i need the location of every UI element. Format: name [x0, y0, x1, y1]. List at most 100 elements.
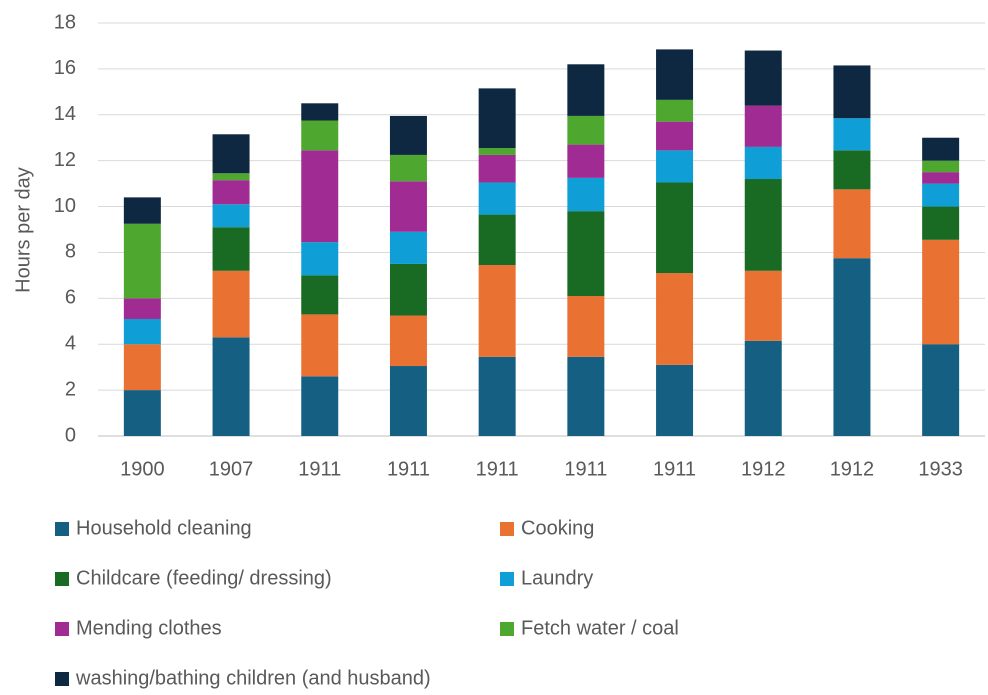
- bar-segment: [922, 344, 960, 436]
- bar-segment: [389, 115, 427, 155]
- bar-segment: [567, 144, 605, 178]
- y-tick-label: 6: [65, 287, 76, 309]
- bar-segment: [744, 146, 782, 180]
- bar-segment: [744, 179, 782, 271]
- y-tick-label: 4: [65, 333, 76, 355]
- bar-segment: [478, 148, 516, 155]
- bar-segment: [567, 115, 605, 145]
- bar-segment: [123, 390, 161, 436]
- x-tick-label: 1911: [387, 458, 430, 480]
- bar-segment: [389, 315, 427, 367]
- y-tick-label: 12: [54, 149, 76, 171]
- x-tick-label: 1912: [741, 458, 786, 480]
- y-tick-label: 14: [54, 103, 76, 125]
- bar-segment: [833, 258, 871, 436]
- legend-label: Childcare (feeding/ dressing): [76, 567, 332, 589]
- bar-segment: [212, 173, 250, 181]
- x-tick-label: 1907: [209, 458, 254, 480]
- bar-segment: [478, 214, 516, 266]
- bar-segment: [301, 376, 339, 436]
- bar-segment: [744, 50, 782, 106]
- legend-swatch: [500, 572, 514, 586]
- bar-segment: [478, 356, 516, 436]
- legend-label: washing/bathing children (and husband): [75, 667, 431, 689]
- legend-label: Laundry: [521, 567, 593, 589]
- bar-segment: [656, 273, 694, 365]
- bar-segment: [567, 356, 605, 436]
- bar-segment: [478, 265, 516, 357]
- bar-segment: [478, 88, 516, 149]
- legend-label: Cooking: [521, 517, 594, 539]
- bar-segment: [833, 189, 871, 259]
- bar-segment: [478, 182, 516, 215]
- bar-segment: [567, 211, 605, 297]
- x-tick-label: 1911: [476, 458, 519, 480]
- bar-segment: [212, 134, 250, 174]
- bar-segment: [656, 49, 694, 100]
- bar-segment: [922, 137, 960, 161]
- legend-swatch: [500, 522, 514, 536]
- legend-swatch: [55, 622, 69, 636]
- bar-segment: [301, 103, 339, 121]
- bar-segment: [123, 197, 161, 224]
- bar-segment: [567, 177, 605, 212]
- bar-segment: [922, 206, 960, 240]
- legend-label: Mending clothes: [76, 617, 222, 639]
- bar-segment: [922, 239, 960, 345]
- x-tick-label: 1912: [830, 458, 875, 480]
- bar-segment: [478, 154, 516, 183]
- bar-segment: [389, 366, 427, 436]
- y-tick-label: 16: [54, 57, 76, 79]
- legend-swatch: [55, 572, 69, 586]
- bar-segment: [744, 340, 782, 436]
- bar-segment: [922, 172, 960, 184]
- bar-segment: [301, 242, 339, 276]
- bar-segment: [212, 270, 250, 338]
- x-tick-label: 1911: [564, 458, 607, 480]
- x-tick-label: 1911: [653, 458, 696, 480]
- y-tick-label: 8: [65, 241, 76, 263]
- bar-segment: [656, 121, 694, 151]
- bar-segment: [123, 298, 161, 319]
- bar-segment: [567, 296, 605, 357]
- legend-label: Fetch water / coal: [521, 617, 679, 639]
- legend-swatch: [55, 522, 69, 536]
- bar-segment: [922, 160, 960, 173]
- bar-segment: [123, 318, 161, 345]
- y-axis-label: Hours per day: [12, 167, 34, 293]
- bar-segment: [656, 150, 694, 183]
- bar-segment: [833, 150, 871, 190]
- bar-segment: [744, 270, 782, 341]
- bar-segment: [833, 118, 871, 151]
- bar-segment: [123, 223, 161, 299]
- x-tick-label: 1911: [298, 458, 341, 480]
- bar-segment: [656, 182, 694, 274]
- bar-segment: [833, 65, 871, 119]
- bar-segment: [212, 337, 250, 436]
- y-tick-label: 10: [54, 195, 76, 217]
- bar-segment: [389, 181, 427, 232]
- bar-segment: [123, 344, 161, 391]
- legend-swatch: [55, 672, 69, 686]
- bar-segment: [656, 364, 694, 436]
- bar-segment: [301, 150, 339, 243]
- bar-segment: [212, 204, 250, 228]
- bar-segment: [656, 99, 694, 122]
- bar-segment: [922, 183, 960, 207]
- bar-segment: [389, 154, 427, 182]
- bar-segment: [301, 275, 339, 315]
- legend-swatch: [500, 622, 514, 636]
- x-tick-label: 1933: [918, 458, 963, 480]
- y-tick-label: 2: [65, 378, 76, 400]
- x-tick-label: 1900: [120, 458, 165, 480]
- y-tick-label: 18: [54, 11, 76, 33]
- legend-label: Household cleaning: [76, 517, 252, 539]
- bar-segment: [212, 180, 250, 205]
- bar-segment: [212, 227, 250, 271]
- bar-segment: [389, 263, 427, 316]
- bar-segment: [744, 105, 782, 147]
- bar-segment: [301, 120, 339, 151]
- bar-segment: [301, 314, 339, 377]
- y-tick-label: 0: [65, 424, 76, 446]
